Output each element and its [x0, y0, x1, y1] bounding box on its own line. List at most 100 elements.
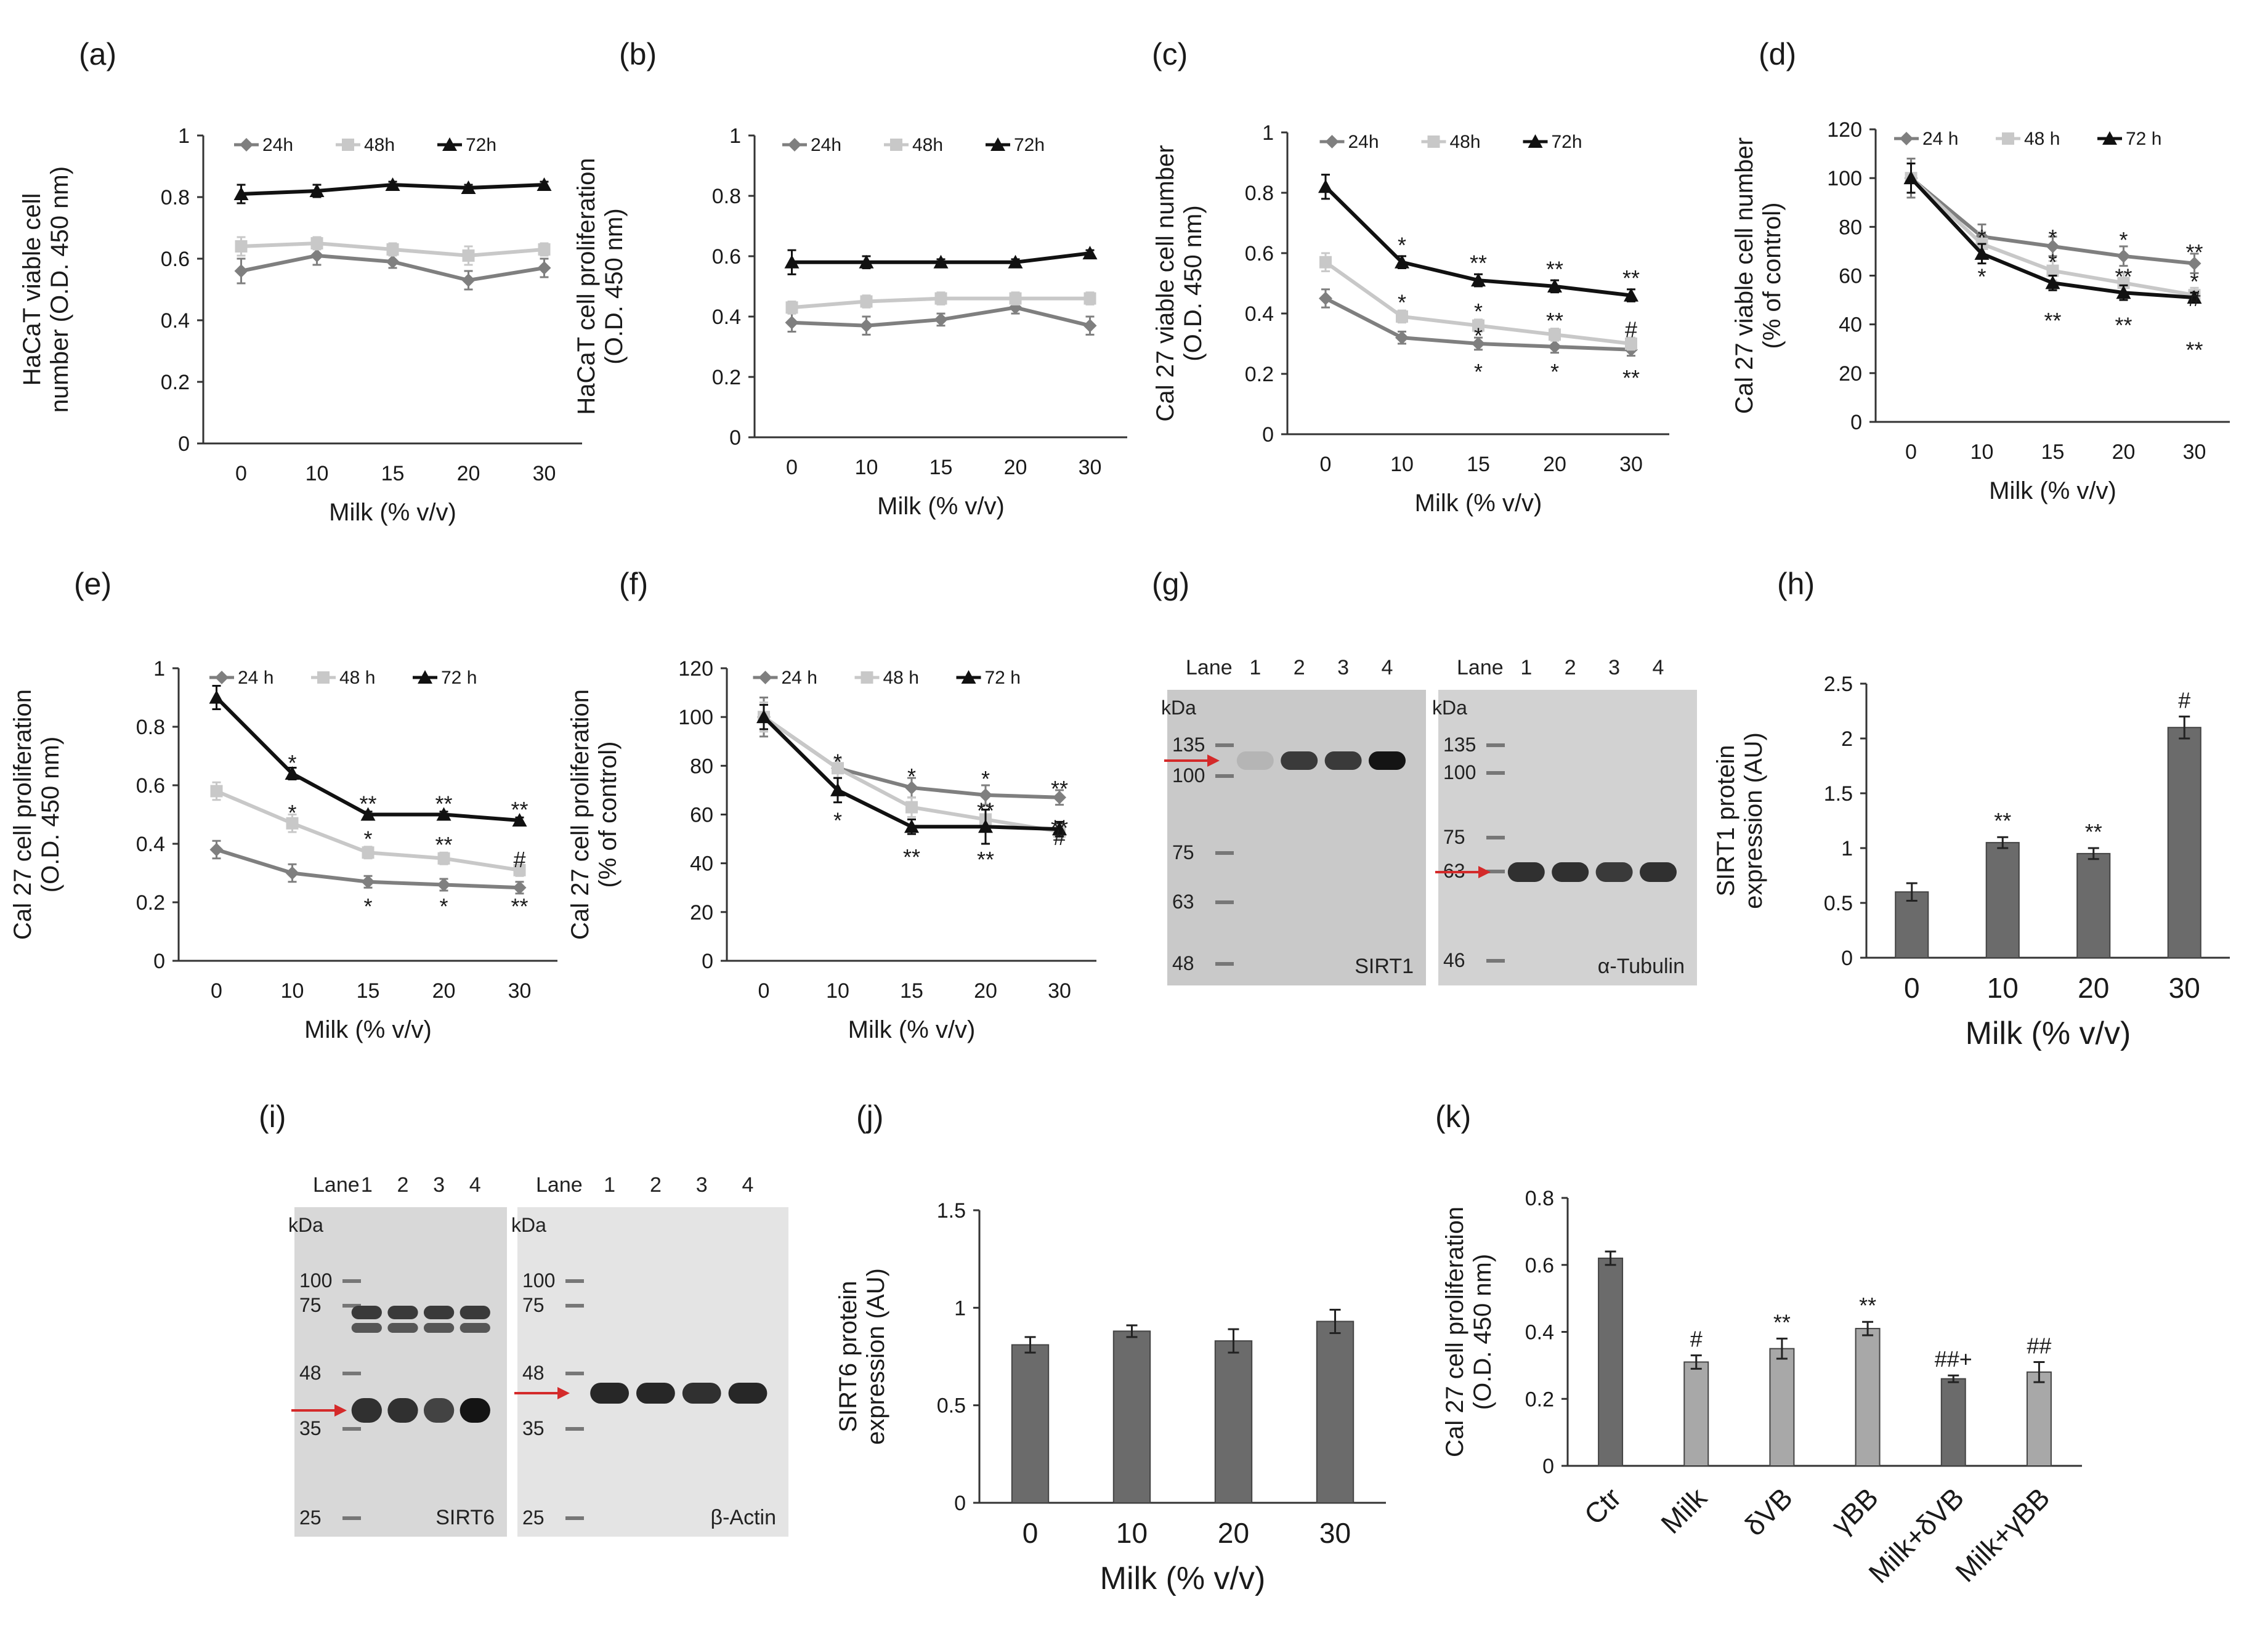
- marker-triangle: [1528, 134, 1543, 148]
- y-tick-label: 60: [1839, 265, 1862, 288]
- protein-band: [1236, 751, 1274, 770]
- marker-diamond: [2116, 249, 2131, 263]
- arrow-icon: [557, 1387, 570, 1399]
- marker-square: [1427, 135, 1440, 148]
- secondary-band: [423, 1306, 455, 1319]
- protein-band: [1281, 751, 1318, 770]
- marker-triangle: [537, 177, 552, 191]
- y-axis-label: Cal 27 viable cell number: [1152, 145, 1179, 421]
- panel-label: (f): [619, 567, 648, 601]
- legend-label: 24 h: [1922, 129, 1958, 149]
- marker-square: [342, 139, 354, 151]
- lane-header: Lane: [313, 1173, 360, 1197]
- significance-mark: *: [1474, 299, 1483, 324]
- marker-square: [832, 762, 844, 775]
- lane-number: 4: [1653, 656, 1664, 679]
- kda-label: kDa: [1161, 697, 1196, 719]
- lane-number: 3: [696, 1173, 708, 1197]
- lane-number: 1: [1249, 656, 1261, 679]
- marker-diamond: [461, 273, 476, 287]
- y-tick-label: 0.2: [1525, 1388, 1554, 1411]
- bar: [1598, 1257, 1624, 1466]
- legend-label: 24 h: [782, 668, 817, 688]
- significance-mark: **: [435, 791, 452, 817]
- x-tick-label: 20: [1543, 453, 1566, 476]
- y-tick-label: 0.4: [1525, 1321, 1554, 1345]
- marker-label: 25: [522, 1506, 545, 1529]
- legend-label: 72 h: [441, 668, 477, 688]
- protein-label: α-Tubulin: [1598, 955, 1685, 978]
- y-axis-label: HaCaT cell proliferation: [573, 158, 600, 415]
- x-tick-label: 0: [211, 979, 222, 1003]
- protein-band: [682, 1383, 721, 1404]
- marker-triangle: [961, 670, 976, 684]
- marker-triangle: [1395, 254, 1409, 269]
- significance-mark: **: [2185, 337, 2203, 362]
- lane-number: 1: [1520, 656, 1532, 679]
- marker-label: 100: [1172, 764, 1205, 787]
- x-tick-label: Milk: [1654, 1481, 1713, 1540]
- x-axis-label: Milk (% v/v): [848, 1016, 976, 1043]
- x-tick-label: 30: [533, 462, 556, 485]
- marker-triangle: [2116, 285, 2131, 299]
- x-tick-label: 20: [974, 979, 997, 1003]
- bar: [2026, 1371, 2052, 1466]
- x-tick-label: 30: [1079, 456, 1102, 479]
- bar: [1214, 1340, 1253, 1504]
- y-tick-label: 0.4: [136, 833, 165, 856]
- marker-triangle: [1547, 278, 1562, 293]
- y-tick-label: 100: [1827, 167, 1862, 190]
- marker-square: [1625, 338, 1637, 350]
- lane-number: 1: [604, 1173, 615, 1197]
- legend-label: 48h: [364, 135, 395, 155]
- y-tick-label: 1: [1262, 121, 1274, 145]
- significance-mark: *: [439, 894, 448, 919]
- x-tick-label: 20: [1218, 1517, 1249, 1549]
- y-tick-label: 0.2: [136, 891, 165, 915]
- marker-triangle: [830, 782, 845, 796]
- lane-header: Lane: [1186, 656, 1233, 679]
- significance-mark: **: [2115, 264, 2132, 289]
- marker-diamond: [1319, 291, 1332, 305]
- arrow-icon: [1207, 754, 1220, 767]
- marker-diamond: [788, 138, 801, 152]
- blot-SIRT1: Lane 1 2 3 4 kDa 135 100 75 63 48 SIRT1: [1161, 656, 1426, 985]
- legend-label: 48h: [1450, 132, 1481, 152]
- marker-diamond: [1548, 339, 1561, 354]
- lane-number: 2: [397, 1173, 408, 1197]
- bar-label: **: [1859, 1293, 1876, 1318]
- lane-number: 4: [469, 1173, 481, 1197]
- significance-mark: *: [1474, 359, 1483, 384]
- legend-label: 72 h: [985, 668, 1021, 688]
- lane-number: 2: [1294, 656, 1305, 679]
- y-tick-label: 0: [1542, 1455, 1554, 1478]
- marker-label: 63: [1172, 891, 1194, 913]
- y-tick-label: 1.5: [1824, 782, 1853, 806]
- marker-triangle: [990, 137, 1005, 151]
- bar-label: **: [1994, 808, 2011, 833]
- marker-triangle: [1974, 246, 1990, 260]
- blot-membrane: [1438, 690, 1697, 985]
- chart-b: 0 0.2 0.4 0.6 0.8 1 HaCaT cell proliferation (O…: [573, 37, 1127, 520]
- marker-label: 75: [1172, 841, 1194, 863]
- y-tick-label: 0.2: [712, 366, 741, 389]
- panel-label: (h): [1777, 567, 1815, 601]
- marker-label: 25: [299, 1506, 322, 1529]
- legend-label: 48h: [912, 135, 943, 155]
- x-tick-label: 10: [826, 979, 849, 1003]
- significance-mark: *: [2048, 225, 2057, 250]
- marker-triangle: [385, 177, 400, 191]
- x-tick-label: 20: [457, 462, 480, 485]
- marker-square: [1319, 256, 1332, 269]
- marker-diamond: [1472, 337, 1485, 350]
- x-tick-label: 30: [508, 979, 532, 1003]
- marker-square: [1472, 319, 1484, 332]
- lane-number: 2: [650, 1173, 662, 1197]
- x-tick-label: 15: [900, 979, 923, 1003]
- marker-square: [2046, 264, 2059, 277]
- marker-triangle: [978, 819, 993, 833]
- y-tick-label: 0.8: [136, 716, 165, 739]
- marker-square: [362, 846, 375, 859]
